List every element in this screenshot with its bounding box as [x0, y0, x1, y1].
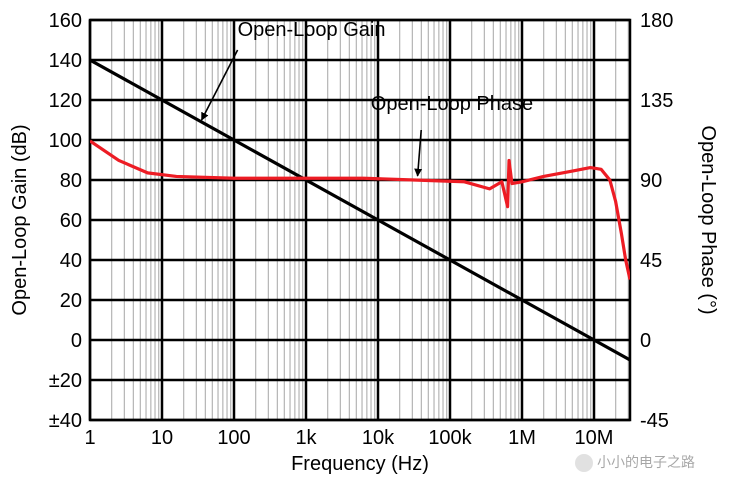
- y-right-tick-label: 135: [640, 90, 673, 112]
- y-right-tick-label: 90: [640, 170, 662, 192]
- y-left-tick-label: 160: [49, 10, 82, 32]
- x-tick-label: 10k: [362, 427, 395, 449]
- x-tick-label: 1: [84, 427, 95, 449]
- y-right-tick-label: -45: [640, 410, 669, 432]
- y-left-tick-label: 0: [71, 330, 82, 352]
- x-tick-label: 100k: [428, 427, 472, 449]
- y-left-tick-label: 120: [49, 90, 82, 112]
- y-left-tick-label: 20: [60, 290, 82, 312]
- y-left-tick-label: ±20: [49, 370, 82, 392]
- y-left-tick-label: 60: [60, 210, 82, 232]
- x-tick-label: 1k: [295, 427, 317, 449]
- y-left-axis-label: Open-Loop Gain (dB): [9, 124, 31, 315]
- y-right-axis-label: Open-Loop Phase (°): [697, 125, 719, 314]
- annotation-label: Open-Loop Phase: [371, 93, 533, 115]
- annotation-label: Open-Loop Gain: [238, 19, 386, 41]
- x-tick-label: 10: [151, 427, 173, 449]
- chart-canvas: Open-Loop Gain Open-Loop Phase 1 10 100 1k 10k…: [0, 0, 735, 500]
- y-left-tick-label: 140: [49, 50, 82, 72]
- y-right-tick-label: 0: [640, 330, 651, 352]
- x-tick-label: 10M: [575, 427, 614, 449]
- y-left-tick-label: 100: [49, 130, 82, 152]
- y-right-tick-label: 45: [640, 250, 662, 272]
- x-tick-label: 1M: [508, 427, 536, 449]
- y-left-tick-label: 40: [60, 250, 82, 272]
- y-left-tick-label: ±40: [49, 410, 82, 432]
- y-left-tick-label: 80: [60, 170, 82, 192]
- x-tick-label: 100: [217, 427, 250, 449]
- bode-plot-chart: Open-Loop Gain Open-Loop Phase 1 10 100 1k 10k…: [0, 0, 735, 500]
- y-right-tick-label: 180: [640, 10, 673, 32]
- x-axis-label: Frequency (Hz): [291, 453, 429, 475]
